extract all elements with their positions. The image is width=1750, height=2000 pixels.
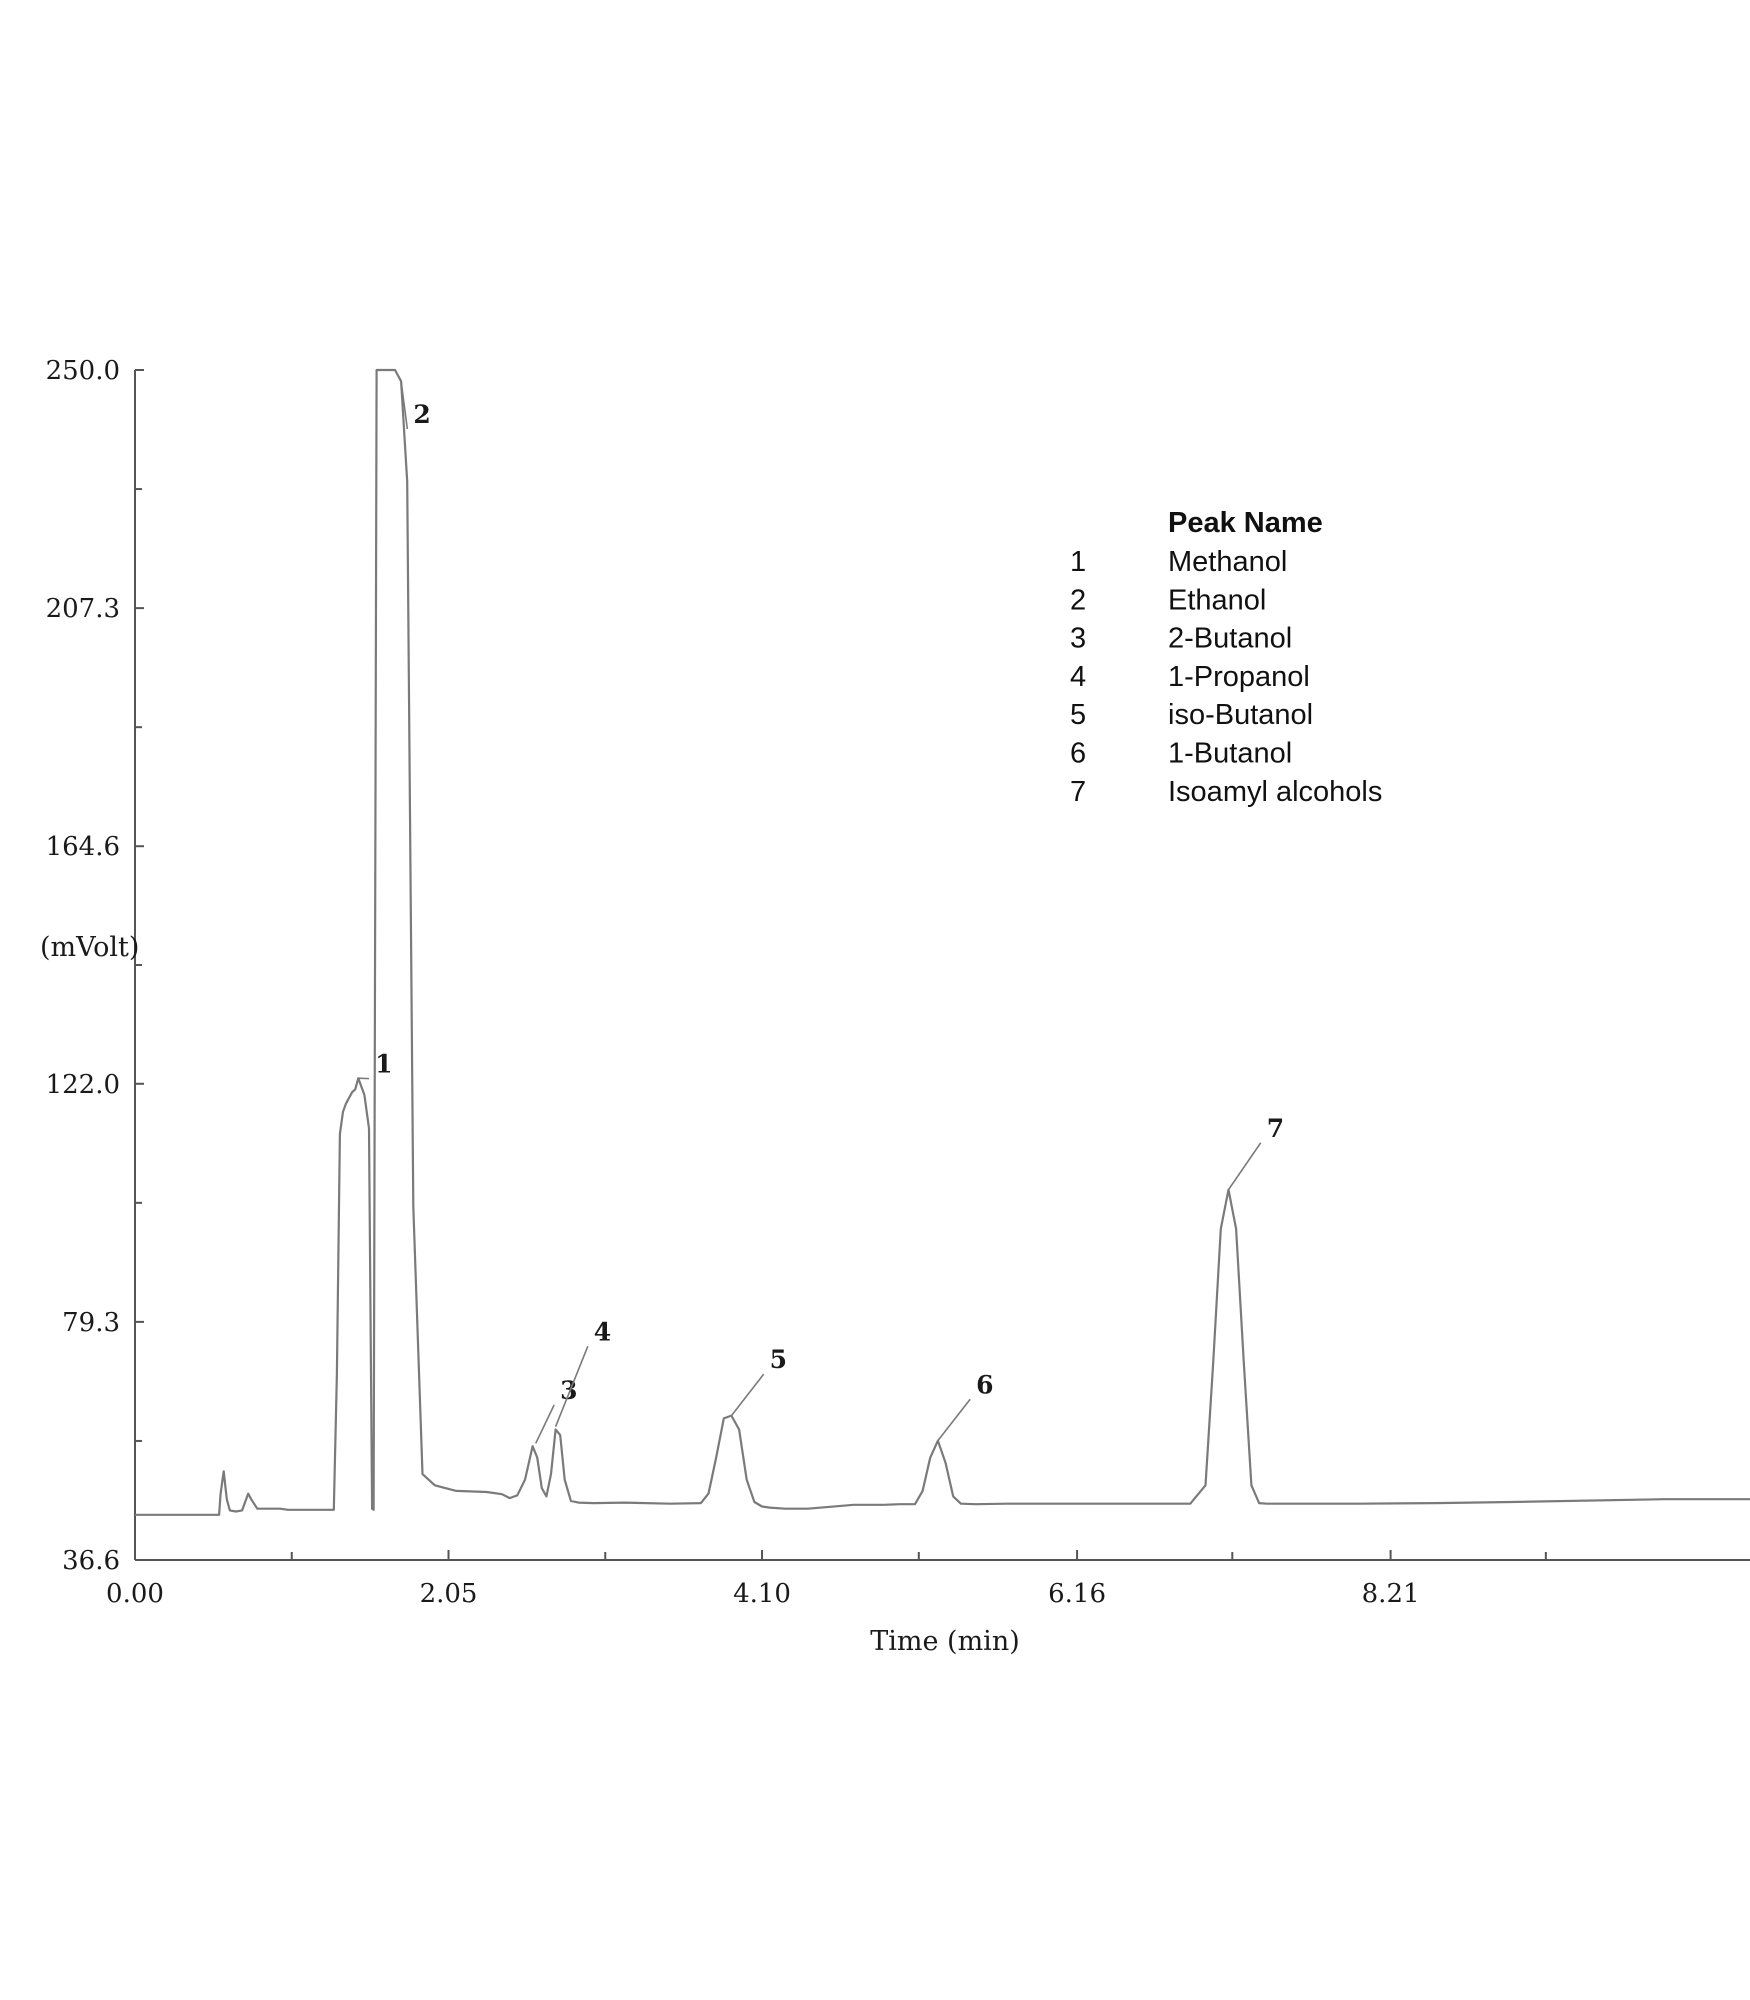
x-tick-label: 0.00 bbox=[106, 1579, 164, 1609]
peak-leader-line bbox=[937, 1398, 971, 1442]
peak-leader-line bbox=[730, 1373, 765, 1417]
legend-entry-name: 1-Propanol bbox=[1168, 661, 1310, 693]
peak-legend: Peak Name 1 Methanol 2 Ethanol 3 2-Butanol 4 1-… bbox=[1070, 507, 1382, 808]
peak-leader-line bbox=[534, 1404, 555, 1444]
x-axis-title: Time (min) bbox=[870, 1626, 1020, 1657]
peak-label: 7 bbox=[1267, 1114, 1284, 1143]
x-tick-label: 4.10 bbox=[733, 1579, 791, 1609]
y-tick-label: 250.0 bbox=[46, 356, 120, 386]
x-tick-label: 2.05 bbox=[420, 1579, 478, 1609]
legend-entry-number: 1 bbox=[1070, 546, 1086, 578]
legend-entry-number: 6 bbox=[1070, 738, 1086, 770]
peak-leader-line bbox=[400, 381, 409, 430]
y-tick-label: 122.0 bbox=[46, 1070, 120, 1100]
peak-label: 2 bbox=[413, 400, 430, 429]
peak-labels: 1 2 3 4 5 6 7 bbox=[358, 381, 1284, 1444]
y-ticks: 250.0 207.3 164.6 122.0 79.3 36.6 bbox=[46, 356, 144, 1576]
peak-label: 1 bbox=[375, 1050, 392, 1079]
y-tick-label: 207.3 bbox=[46, 594, 120, 624]
peak-label: 4 bbox=[594, 1317, 611, 1346]
x-tick-label: 6.16 bbox=[1048, 1579, 1106, 1609]
legend-entry-number: 2 bbox=[1070, 584, 1086, 616]
y-tick-label: 164.6 bbox=[46, 832, 120, 862]
axes bbox=[134, 370, 1750, 1561]
legend-entry-name: Methanol bbox=[1168, 546, 1287, 578]
legend-entry-name: iso-Butanol bbox=[1168, 699, 1313, 731]
peak-label: 5 bbox=[770, 1345, 787, 1374]
y-axis-title: (mVolt) bbox=[40, 932, 139, 963]
legend-entry-number: 3 bbox=[1070, 623, 1086, 655]
legend-entry-name: Ethanol bbox=[1168, 584, 1266, 616]
legend-entries: 1 Methanol 2 Ethanol 3 2-Butanol 4 1-Propanol 5 i… bbox=[1070, 546, 1382, 808]
y-tick-label: 79.3 bbox=[62, 1308, 120, 1338]
legend-entry-number: 5 bbox=[1070, 699, 1086, 731]
legend-entry-name: 1-Butanol bbox=[1168, 738, 1292, 770]
x-ticks: 0.00 2.05 4.10 6.16 8.21 bbox=[106, 1550, 1547, 1609]
traces bbox=[135, 368, 1750, 1516]
y-tick-label: 36.6 bbox=[62, 1546, 120, 1576]
legend-entry-number: 7 bbox=[1070, 776, 1086, 808]
peak-label: 6 bbox=[976, 1370, 993, 1399]
chromatogram-trace bbox=[135, 368, 1750, 1516]
peak-leader-line bbox=[554, 1345, 589, 1428]
x-tick-label: 8.21 bbox=[1362, 1579, 1420, 1609]
peak-leader-line bbox=[1227, 1142, 1262, 1191]
legend-entry-name: 2-Butanol bbox=[1168, 623, 1292, 655]
legend-entry-number: 4 bbox=[1070, 661, 1086, 693]
legend-entry-name: Isoamyl alcohols bbox=[1168, 776, 1382, 808]
legend-header: Peak Name bbox=[1168, 507, 1323, 539]
